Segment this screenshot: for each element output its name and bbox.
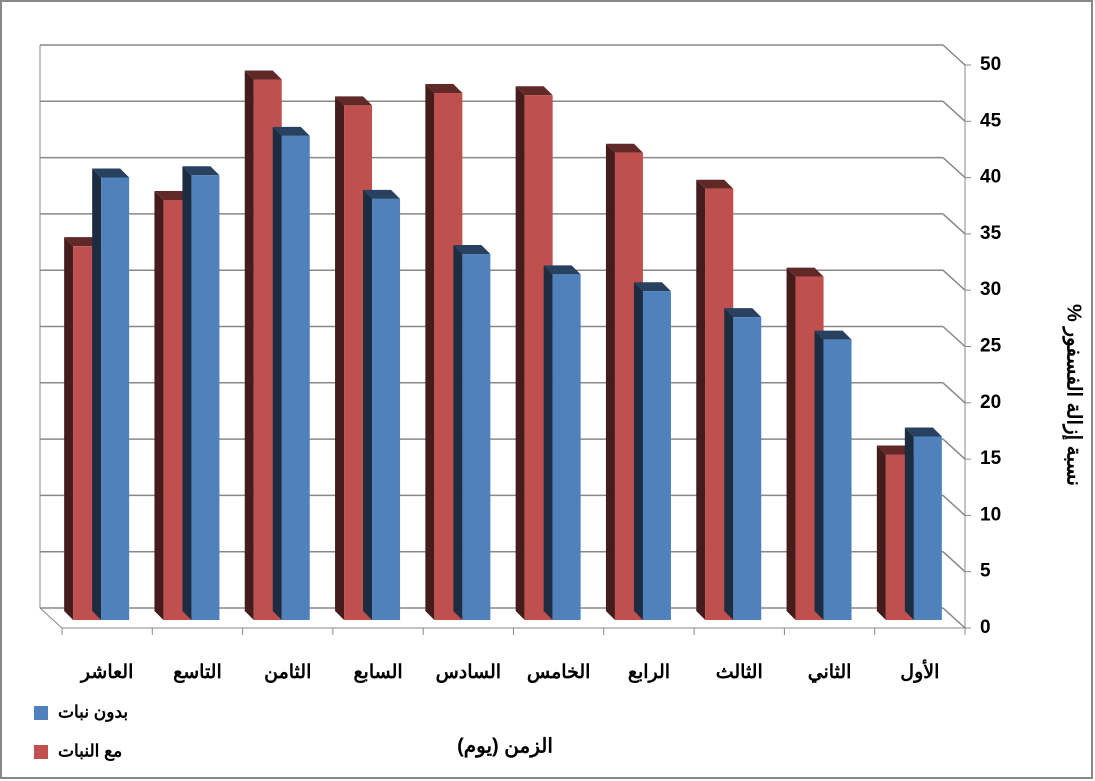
bar-side	[605, 143, 615, 620]
bar-side	[904, 427, 914, 620]
x-tick-label: الثالث	[716, 662, 763, 683]
y-axis-title: نسبة إزالة الفسفور %	[1062, 304, 1085, 486]
grid-line	[942, 438, 966, 460]
grid-line	[942, 325, 966, 348]
x-tick-label: الثامن	[264, 662, 311, 683]
legend-label: بدون نبات	[58, 702, 128, 722]
bar-side	[335, 96, 345, 621]
bar-side	[154, 191, 164, 620]
bar	[101, 177, 130, 620]
y-tick-label: 30	[980, 279, 1001, 300]
legend-swatch	[34, 745, 48, 759]
bar	[642, 291, 671, 620]
bar-top	[64, 237, 102, 247]
bar-top	[724, 308, 762, 318]
y-tick-label: 40	[980, 167, 1001, 188]
x-tick-label: الرابع	[628, 662, 670, 683]
bar-top	[335, 96, 373, 106]
bar-top	[92, 168, 130, 178]
bar-top	[543, 265, 581, 275]
bar-top	[244, 70, 282, 80]
x-axis-title: الزمن (يوم)	[457, 735, 553, 758]
bar	[733, 317, 762, 620]
x-tick-label: الخامس	[527, 662, 591, 683]
bar-side	[425, 84, 435, 621]
bar	[823, 339, 852, 620]
grid-line	[942, 269, 966, 291]
y-tick-label: 45	[980, 110, 1002, 131]
bar-side	[814, 330, 824, 620]
bar-top	[633, 282, 671, 292]
grid-line	[942, 100, 966, 122]
bar-top	[363, 189, 401, 199]
grid-line	[942, 494, 966, 516]
legend-swatch	[34, 706, 48, 720]
bar-top	[696, 179, 734, 189]
y-tick-label: 25	[980, 336, 1002, 357]
bar-top	[814, 330, 852, 340]
bar-top	[786, 267, 824, 277]
grid-line	[942, 213, 966, 235]
grid-line	[942, 382, 966, 404]
bar	[552, 274, 581, 620]
bar-side	[633, 282, 643, 620]
bar-side	[543, 265, 553, 620]
x-tick-label: العاشر	[79, 662, 133, 683]
bar	[913, 436, 942, 620]
bar-top	[453, 245, 491, 255]
bar-side	[876, 445, 886, 620]
x-tick-label: الأول	[900, 659, 939, 683]
bar-side	[182, 166, 192, 621]
bar	[191, 175, 220, 621]
bar-side	[92, 168, 102, 620]
bar-side	[786, 267, 796, 620]
x-tick-label: الثاني	[808, 662, 852, 684]
x-tick-label: السابع	[353, 662, 402, 683]
bar	[372, 198, 401, 620]
bar-top	[182, 166, 220, 176]
y-tick-label: 15	[980, 448, 1002, 469]
bar-side	[64, 237, 74, 620]
y-tick-label: 50	[980, 54, 1001, 75]
y-tick-label: 10	[980, 504, 1001, 525]
bar-side	[244, 70, 254, 620]
bar-side	[724, 308, 734, 620]
bar-top	[272, 126, 310, 136]
y-tick-label: 0	[980, 617, 991, 638]
x-tick-label: التاسع	[173, 662, 222, 683]
grid-line	[942, 44, 966, 66]
bar-top	[425, 84, 463, 94]
bar	[462, 254, 491, 621]
bar-side	[696, 179, 706, 620]
bar-top	[876, 445, 914, 455]
bar-side	[363, 189, 373, 620]
legend-label: مع النبات	[58, 741, 122, 761]
y-tick-label: 35	[980, 223, 1002, 244]
bar-side	[453, 245, 463, 621]
bar-top	[154, 191, 192, 201]
bar-side	[272, 126, 282, 620]
x-tick-label: السادس	[436, 662, 501, 683]
bar	[281, 135, 310, 620]
grid-line	[942, 551, 966, 573]
axis-line	[39, 607, 63, 629]
bar-top	[515, 86, 553, 96]
grid-line	[942, 157, 966, 179]
y-tick-label: 5	[980, 561, 991, 582]
bar-top	[904, 427, 942, 437]
grid-line	[942, 607, 966, 629]
bar-side	[515, 86, 525, 620]
y-tick-label: 20	[980, 392, 1001, 413]
bar-top	[605, 143, 643, 153]
